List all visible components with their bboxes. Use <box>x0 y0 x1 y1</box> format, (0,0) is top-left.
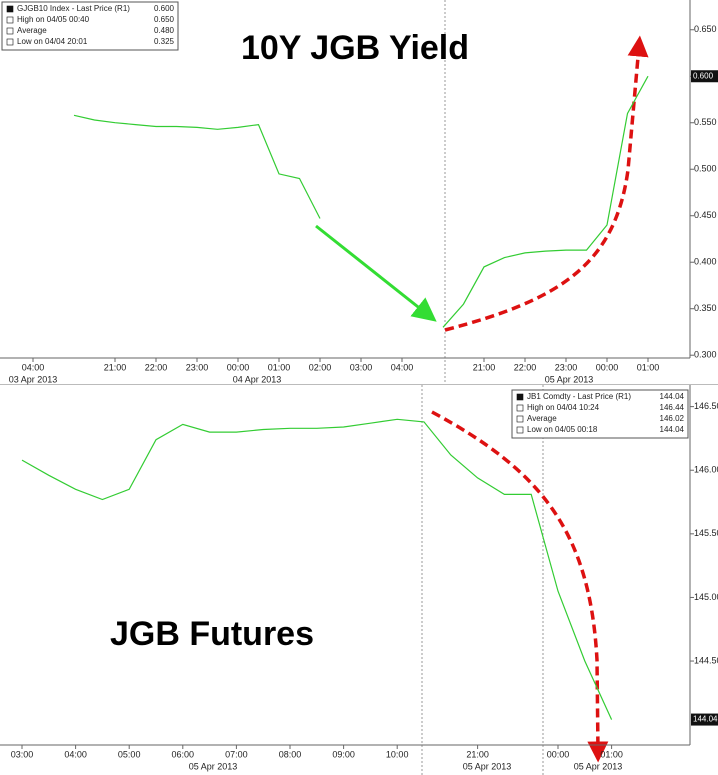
x-tick-label: 04:00 <box>391 362 414 372</box>
legend-value: 144.04 <box>660 392 685 401</box>
chart-title: 10Y JGB Yield <box>241 29 469 67</box>
x-tick-label: 22:00 <box>514 362 537 372</box>
x-tick-label: 04:00 <box>64 749 87 759</box>
x-tick-label: 22:00 <box>145 362 168 372</box>
y-tick-label: 0.400 <box>694 257 717 267</box>
legend-label: JB1 Comdty - Last Price (R1) <box>527 392 631 401</box>
y-tick-label: 146.00 <box>694 465 718 475</box>
legend-icon <box>6 27 14 35</box>
x-tick-label: 08:00 <box>279 749 302 759</box>
legend-label: High on 04/04 10:24 <box>527 403 600 412</box>
x-tick-label: 21:00 <box>104 362 127 372</box>
y-tick-label: 0.450 <box>694 210 717 220</box>
legend-box <box>1 1 179 51</box>
last-price-label: 144.04 <box>693 715 718 724</box>
last-price-flag <box>691 70 718 83</box>
legend-icon <box>516 404 524 412</box>
x-tick-label: 21:00 <box>473 362 496 372</box>
x-tick-label: 01:00 <box>600 749 623 759</box>
legend-icon <box>6 5 14 13</box>
date-label: 04 Apr 2013 <box>233 374 282 384</box>
y-tick-label: 0.300 <box>694 350 717 360</box>
legend-icon <box>516 415 524 423</box>
x-tick-label: 02:00 <box>309 362 332 372</box>
date-label: 05 Apr 2013 <box>189 761 238 771</box>
annotation-arrow <box>315 224 437 322</box>
annotation-arrow <box>431 410 609 763</box>
legend-value: 144.04 <box>660 425 685 434</box>
last-price-flag <box>691 713 718 726</box>
legend-icon <box>516 393 524 401</box>
date-label: 05 Apr 2013 <box>545 374 594 384</box>
x-tick-label: 04:00 <box>22 362 45 372</box>
legend-value: 146.44 <box>660 403 685 412</box>
y-tick-label: 145.50 <box>694 528 718 538</box>
legend-icon <box>516 426 524 434</box>
y-tick-label: 0.650 <box>694 24 717 34</box>
y-tick-label: 0.350 <box>694 303 717 313</box>
legend-value: 0.600 <box>154 4 175 13</box>
x-tick-label: 05:00 <box>118 749 141 759</box>
y-tick-label: 0.500 <box>694 164 717 174</box>
date-label: 05 Apr 2013 <box>463 761 512 771</box>
legend-label: Low on 04/05 00:18 <box>527 425 598 434</box>
legend-value: 0.650 <box>154 15 175 24</box>
legend-label: High on 04/05 00:40 <box>17 15 90 24</box>
x-tick-label: 09:00 <box>332 749 355 759</box>
x-tick-label: 01:00 <box>637 362 660 372</box>
x-tick-label: 06:00 <box>172 749 195 759</box>
annotation-arrow <box>444 35 649 332</box>
y-tick-label: 0.550 <box>694 117 717 127</box>
x-tick-label: 03:00 <box>11 749 34 759</box>
legend-value: 0.480 <box>154 26 175 35</box>
price-line <box>73 75 649 328</box>
legend-label: Low on 04/04 20:01 <box>17 37 88 46</box>
x-tick-label: 23:00 <box>555 362 578 372</box>
x-tick-label: 21:00 <box>466 749 489 759</box>
y-tick-label: 144.50 <box>694 655 718 665</box>
legend-icon <box>6 38 14 46</box>
chart-title: JGB Futures <box>110 615 314 653</box>
last-price-label: 0.600 <box>693 71 714 80</box>
x-tick-label: 03:00 <box>350 362 373 372</box>
y-tick-label: 145.00 <box>694 592 718 602</box>
legend-label: Average <box>527 414 557 423</box>
x-tick-label: 01:00 <box>268 362 291 372</box>
x-tick-label: 10:00 <box>386 749 409 759</box>
legend-label: GJGB10 Index - Last Price (R1) <box>17 4 130 13</box>
date-label: 03 Apr 2013 <box>9 374 58 384</box>
legend-value: 0.325 <box>154 37 175 46</box>
x-tick-label: 00:00 <box>596 362 619 372</box>
x-tick-label: 23:00 <box>186 362 209 372</box>
x-tick-label: 07:00 <box>225 749 248 759</box>
x-tick-label: 00:00 <box>227 362 250 372</box>
y-tick-label: 146.50 <box>694 401 718 411</box>
legend-box <box>511 389 689 439</box>
legend-value: 146.02 <box>660 414 685 423</box>
price-line <box>21 418 613 720</box>
x-tick-label: 00:00 <box>547 749 570 759</box>
legend-label: Average <box>17 26 47 35</box>
legend-icon <box>6 16 14 24</box>
date-label: 05 Apr 2013 <box>574 761 623 771</box>
